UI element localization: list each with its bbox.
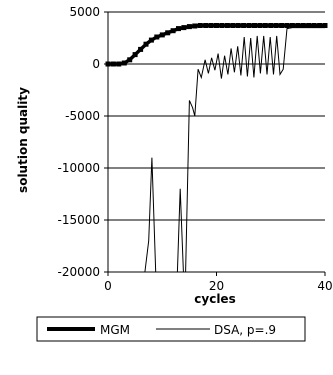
mgm-point [197,23,203,28]
mgm-point [317,23,323,28]
mgm-point [257,23,263,28]
mgm-point [224,23,230,28]
mgm-point [132,52,138,58]
mgm-point [176,26,181,32]
mgm-point [284,23,290,28]
x-tick-label: 40 [317,279,332,293]
mgm-point [127,57,133,63]
mgm-point [246,23,252,28]
y-tick-label: -20000 [57,265,100,279]
mgm-point [148,37,154,43]
mgm-point [154,34,160,40]
mgm-point [279,23,285,28]
y-axis-title: solution quality [16,87,30,193]
y-tick-label: 0 [92,57,100,71]
mgm-point [289,23,295,28]
mgm-point [170,28,176,34]
legend-label-mgm: MGM [100,323,130,337]
mgm-point [311,23,317,28]
mgm-point [306,23,312,28]
mgm-point [295,23,301,28]
y-tick-label: -5000 [65,109,100,123]
mgm-point [203,23,209,28]
series-line-dsa [144,27,325,273]
mgm-point [252,23,257,28]
series-line-mgm [108,23,325,66]
mgm-point [208,23,214,28]
mgm-point [110,61,116,67]
mgm-point [105,61,111,67]
mgm-point [121,60,127,66]
mgm-point [186,24,192,30]
mgm-point [181,25,187,31]
mgm-point [192,23,198,29]
mgm-point [235,23,241,28]
mgm-point [143,41,149,47]
mgm-point [159,32,165,38]
legend-label-dsa: DSA, p=.9 [214,323,276,337]
series-group [105,23,328,273]
y-tick-label: 5000 [69,5,100,19]
x-axis-title: cycles [194,292,235,306]
mgm-point [165,30,171,36]
mgm-point [268,23,274,28]
mgm-point [230,23,236,28]
mgm-point [138,46,144,52]
mgm-point [273,23,279,28]
mgm-point [116,61,122,67]
x-tick-label: 20 [209,279,224,293]
y-tick-label: -10000 [57,161,100,175]
mgm-point [241,23,247,28]
mgm-point [262,23,268,28]
legend: MGM DSA, p=.9 [36,316,306,342]
tick-labels: 5000 0 -5000 -10000 -15000 -20000 0 20 40 [57,5,332,293]
mgm-point [300,23,306,28]
mgm-point [322,23,328,28]
mgm-point [219,23,225,28]
x-tick-label: 0 [104,279,112,293]
mgm-point [214,23,219,28]
axes [104,11,326,276]
y-tick-label: -15000 [57,213,100,227]
